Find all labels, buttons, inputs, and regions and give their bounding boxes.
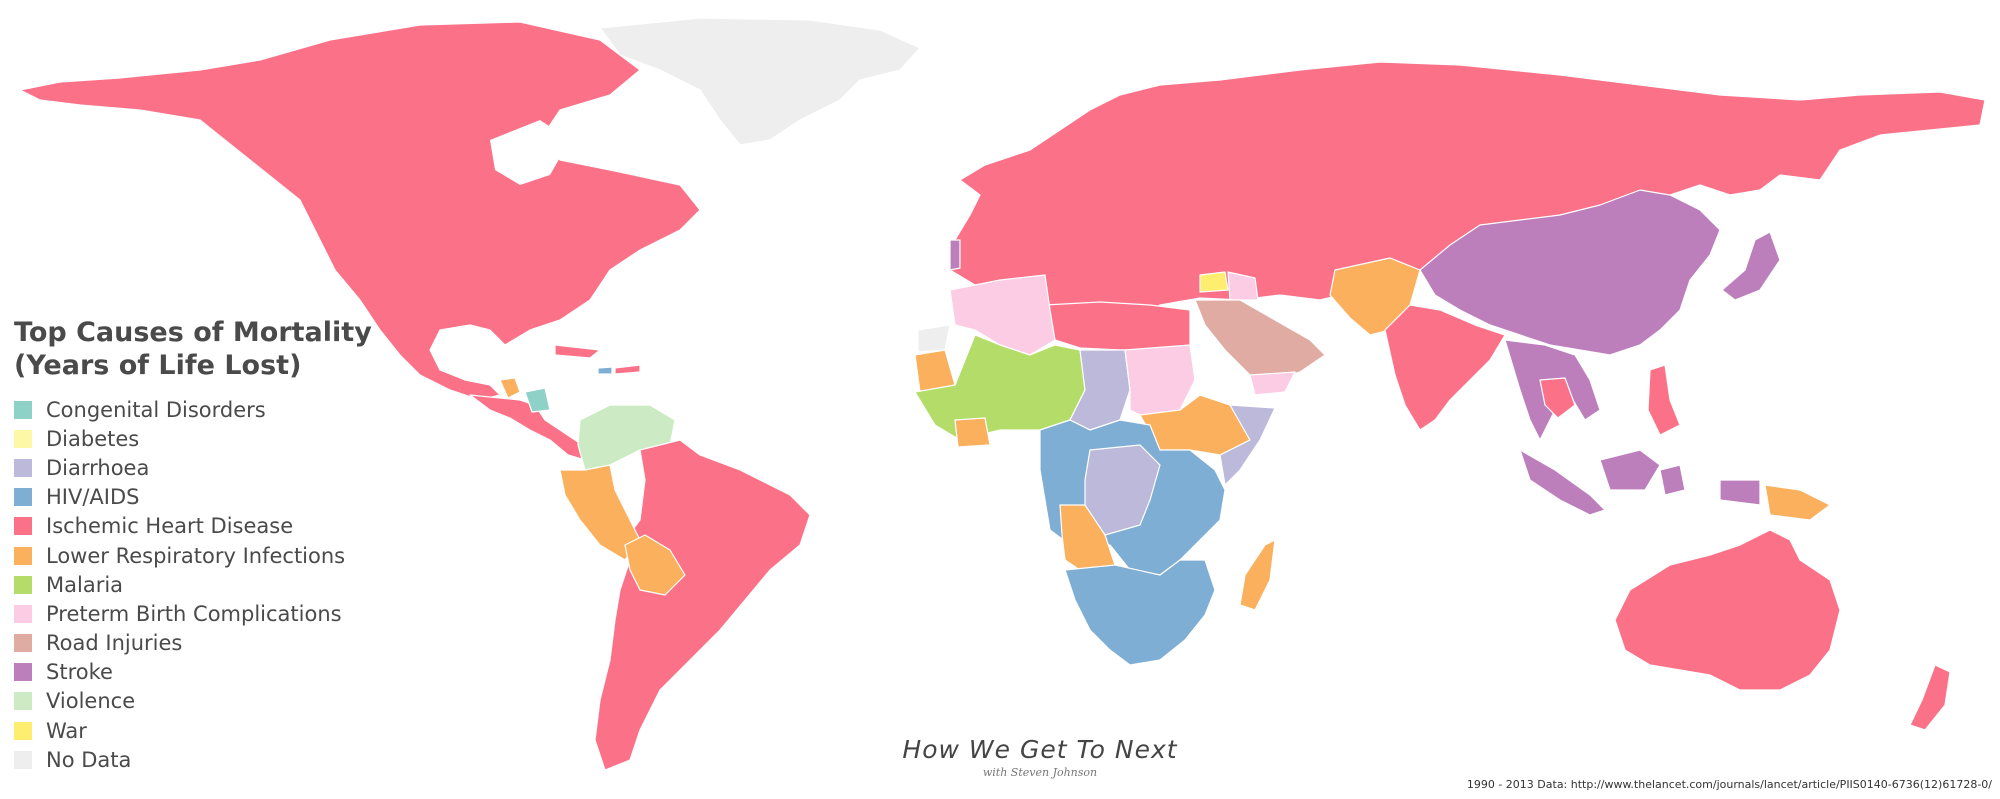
legend-label: Preterm Birth Complications [46, 601, 342, 626]
region-indonesia [1519, 449, 1761, 516]
legend-label: Violence [46, 689, 136, 714]
region-nigeria-south [954, 417, 991, 448]
legend-swatch [14, 604, 32, 623]
region-western-sahara [917, 324, 951, 353]
legend-item: Stroke [14, 658, 374, 687]
region-madagascar [1239, 539, 1276, 611]
region-png [1764, 484, 1831, 521]
legend-swatch [14, 721, 32, 740]
region-philippines [1647, 364, 1681, 436]
region-drc [1084, 444, 1161, 536]
region-portugal [949, 239, 961, 271]
legend-label: No Data [46, 747, 132, 772]
legend-swatch [14, 546, 32, 565]
legend-label: Diabetes [46, 426, 140, 451]
legend-item: Preterm Birth Complications [14, 599, 374, 628]
region-caribbean [554, 344, 641, 375]
legend-swatch [14, 400, 32, 419]
region-algeria-mali [949, 274, 1056, 356]
region-china [1419, 189, 1721, 356]
legend-item: Road Injuries [14, 629, 374, 658]
brand-byline: with Steven Johnson [982, 766, 1098, 779]
region-iraq [1227, 271, 1259, 301]
region-syria [1199, 271, 1229, 293]
source-citation: 1990 - 2013 Data: http://www.thelancet.c… [1466, 778, 1992, 791]
legend-item: HIV/AIDS [14, 483, 374, 512]
region-southern-africa [1064, 559, 1216, 666]
legend-swatch [14, 517, 32, 536]
region-haiti [597, 366, 613, 375]
region-saudi-arabia [1194, 299, 1326, 381]
region-honduras [524, 387, 551, 413]
legend-item: Congenital Disorders [14, 395, 374, 424]
legend-swatch [14, 750, 32, 769]
legend-label: Stroke [46, 660, 113, 685]
region-guatemala [499, 377, 521, 399]
legend-item: Lower Respiratory Infections [14, 541, 374, 570]
brand-name: How We Get To Next [902, 735, 1178, 764]
region-thailand [1539, 377, 1576, 419]
region-japan [1721, 231, 1781, 301]
legend-label: HIV/AIDS [46, 485, 140, 510]
brand-logo: How We Get To Next with Steven Johnson [890, 735, 1190, 779]
region-new-zealand [1909, 664, 1951, 731]
legend-item: Diabetes [14, 424, 374, 453]
legend-title: Top Causes of Mortality (Years of Life L… [14, 316, 374, 382]
map-legend: Top Causes of Mortality (Years of Life L… [14, 316, 374, 774]
legend-label: Ischemic Heart Disease [46, 514, 294, 539]
legend-item: Violence [14, 687, 374, 716]
region-somalia [1219, 404, 1276, 486]
legend-title-line1: Top Causes of Mortality [14, 317, 372, 348]
legend-swatch [14, 488, 32, 507]
legend-item: Diarrhoea [14, 453, 374, 482]
legend-item: War [14, 716, 374, 745]
region-north-america [19, 21, 701, 401]
region-europe-russia [949, 61, 1986, 331]
legend-label: Lower Respiratory Infections [46, 543, 346, 568]
region-bolivia [624, 534, 686, 596]
legend-item: Malaria [14, 570, 374, 599]
legend-swatch [14, 575, 32, 594]
legend-swatch [14, 429, 32, 448]
legend-swatch [14, 692, 32, 711]
legend-label: Congenital Disorders [46, 397, 266, 422]
legend-label: Road Injuries [46, 631, 183, 656]
legend-label: War [46, 718, 87, 743]
region-north-africa [1044, 301, 1191, 351]
region-south-america [594, 439, 811, 771]
region-australia [1614, 529, 1841, 691]
legend-swatch [14, 458, 32, 477]
legend-item: No Data [14, 745, 374, 774]
legend-swatch [14, 663, 32, 682]
legend-item: Ischemic Heart Disease [14, 512, 374, 541]
region-yemen [1249, 371, 1296, 396]
legend-items: Congenital Disorders Diabetes Diarrhoea HIV… [14, 395, 374, 774]
legend-title-line2: (Years of Life Lost) [14, 350, 302, 381]
legend-label: Diarrhoea [46, 455, 150, 480]
region-india [1384, 304, 1506, 431]
region-greenland [599, 17, 921, 146]
hudson-bay [490, 120, 570, 185]
legend-label: Malaria [46, 572, 124, 597]
legend-swatch [14, 634, 32, 653]
